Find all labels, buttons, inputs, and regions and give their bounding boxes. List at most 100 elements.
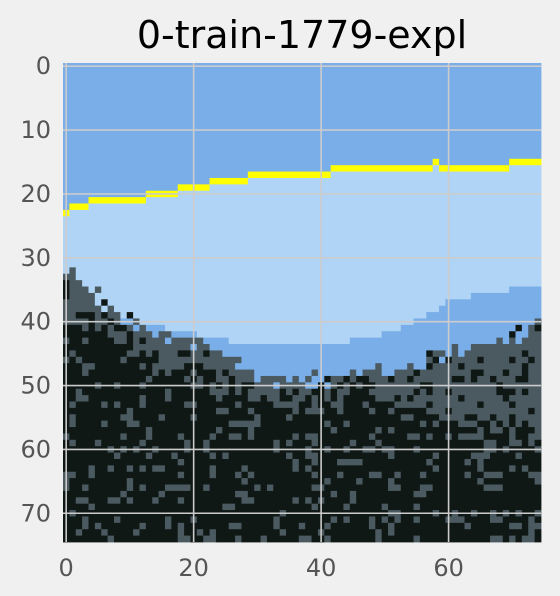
heatmap-cell-run [152,497,159,505]
heatmap-cell-run [292,407,300,415]
heatmap-cell-run [158,490,166,498]
heatmap-cell-run [483,458,542,466]
heatmap-cell-run [63,458,179,466]
heatmap-cell-run [375,363,383,370]
heatmap-cell-run [279,439,287,447]
heatmap-cell-run [368,401,395,409]
heatmap-cell-run [88,395,140,402]
heatmap-cell-run [120,312,128,319]
heatmap-cell-run [164,490,236,498]
heatmap-cell-run [235,490,249,498]
heatmap-cell-run [521,369,529,377]
heatmap-cell-run [324,375,332,383]
y-axis-ticks: 0 10 20 30 40 50 60 70 [20,52,51,527]
heatmap-cell-run [228,375,236,383]
heatmap-cell-run [528,369,542,377]
heatmap-cell-run [330,522,370,530]
heatmap-cell-run [75,350,128,358]
heatmap-cell-run [509,286,542,294]
heatmap-cell-run [515,388,523,396]
heatmap-cell-run [286,439,293,447]
heatmap-cell-run [286,452,293,460]
heatmap-cell-run [75,267,542,275]
heatmap-cell-run [330,388,338,396]
heatmap-cell-run [145,197,542,204]
heatmap-cell-run [470,292,542,300]
heatmap-cell-run [254,484,261,492]
heatmap-cell-run [521,363,529,370]
heatmap-cell-run [477,478,485,485]
heatmap-cell-run [69,267,77,275]
heatmap-cell-run [215,529,281,537]
heatmap-cell-run [133,331,153,339]
heatmap-cell-run [266,484,274,492]
heatmap-cell-run [88,337,115,345]
heatmap-cell-run [337,490,351,498]
heatmap-cell-run [260,414,287,422]
heatmap-cell-run [426,458,434,466]
heatmap-cell-run [311,369,319,377]
heatmap-cell-run [63,299,96,307]
heatmap-cell-run [292,439,312,447]
heatmap-cell-run [298,497,306,505]
heatmap-cell-run [139,465,147,473]
heatmap-cell-run [464,350,523,358]
heatmap-cell-run [362,458,427,466]
heatmap-cell-run [126,324,134,332]
heatmap-cell-run [107,535,115,543]
heatmap-cell-run [413,375,453,383]
heatmap-cell-run [94,299,102,307]
chart-title: 0-train-1779-expl [137,13,467,57]
heatmap-cell-run [483,401,510,409]
heatmap-cell-run [477,401,485,409]
heatmap-cell-run [394,427,478,434]
heatmap-cell-run [464,522,472,530]
heatmap-cell-run [413,363,427,370]
heatmap-cell-run [273,484,312,492]
heatmap-cell-run [254,375,261,383]
heatmap-cell-run [375,433,408,441]
heatmap-cell-run [222,369,230,377]
heatmap-cell-run [509,433,516,441]
heatmap-cell-run [184,458,293,466]
heatmap-cell-run [133,337,140,345]
heatmap-cell-run [94,292,472,300]
heatmap-cell-run [432,363,459,370]
heatmap-cell-run [521,420,529,428]
heatmap-cell-run [63,216,542,224]
heatmap-cell-run [470,369,485,377]
heatmap-cell-run [235,388,242,396]
heatmap-cell-run [528,516,536,524]
heatmap-cell-run [228,433,242,441]
heatmap-cell-run [247,490,332,498]
heatmap-cell-run [145,439,185,447]
heatmap-cell-run [426,312,542,319]
heatmap-cell-run [349,490,357,498]
heatmap-cell-run [63,465,89,473]
heatmap-cell-run [145,324,166,332]
heatmap-cell-run [69,280,83,287]
heatmap-cell-run [356,369,363,377]
heatmap-cell-run [101,324,109,332]
heatmap-cell-run [490,375,497,383]
heatmap-cell-run [63,184,179,192]
heatmap-cell-run [133,529,140,537]
heatmap-cell-run [509,356,516,364]
heatmap-cell-run [343,401,363,409]
heatmap-cell-run [75,388,83,396]
heatmap-cell-run [515,356,529,364]
x-tick-label: 20 [178,554,209,582]
heatmap-cell-run [496,420,504,428]
heatmap-cell-run [107,312,121,319]
heatmap-cell-run [426,490,542,498]
heatmap-cell-run [509,522,523,530]
heatmap-cell-run [426,401,434,409]
heatmap-cell-run [88,197,147,204]
heatmap-cell-run [521,388,529,396]
heatmap-cell-run [528,522,542,530]
heatmap-cell-run [502,471,529,479]
heatmap-cell-run [298,407,306,415]
heatmap-cell-run [158,356,242,364]
heatmap-cell-run [63,88,542,96]
heatmap-cell-run [298,465,306,473]
